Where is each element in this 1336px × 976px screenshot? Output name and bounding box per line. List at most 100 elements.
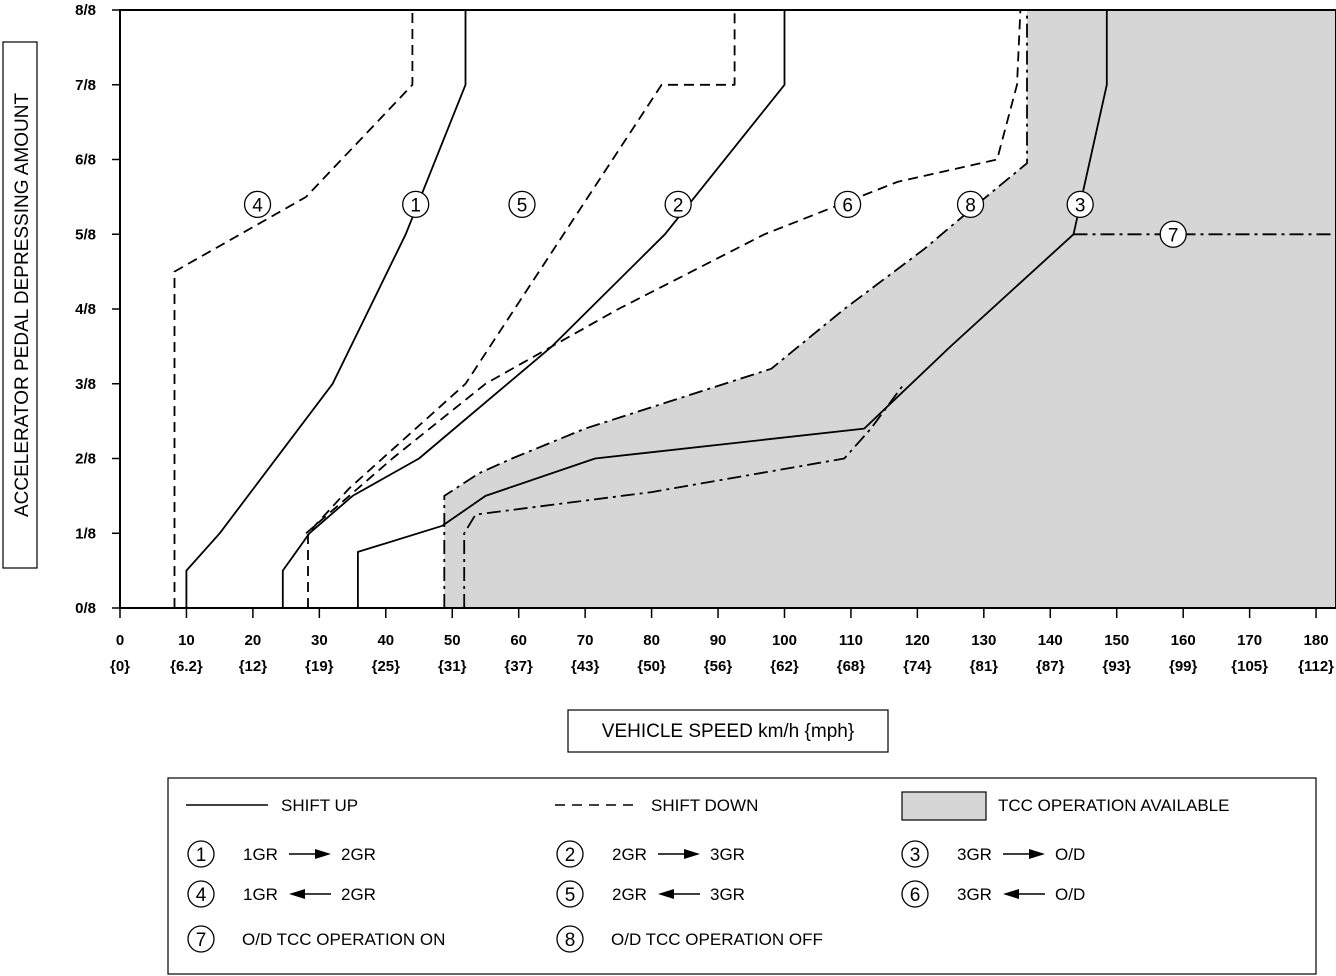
series-marker-circle bbox=[243, 190, 272, 219]
x-tick-sublabel: {56} bbox=[704, 658, 733, 675]
series-marker-circle bbox=[664, 190, 692, 219]
x-tick-label: 170 bbox=[1237, 632, 1262, 649]
series-line-2 bbox=[281, 10, 786, 608]
series-marker-label: 6 bbox=[842, 195, 853, 216]
y-tick-label: 1/8 bbox=[75, 525, 96, 542]
series-line-8 bbox=[443, 10, 1028, 608]
x-tick-label: 150 bbox=[1104, 632, 1129, 649]
x-tick-sublabel: {93} bbox=[1103, 658, 1132, 675]
series-line-1 bbox=[185, 10, 467, 608]
legend-arrowhead-icon bbox=[315, 849, 331, 859]
legend-item-to: O/D bbox=[1055, 885, 1085, 904]
series-marker-label: 4 bbox=[252, 195, 263, 216]
legend-shift-down-label: SHIFT DOWN bbox=[651, 796, 758, 815]
legend-item-to: 3GR bbox=[710, 845, 745, 864]
legend-item-circle bbox=[556, 880, 584, 908]
y-axis-title: ACCELERATOR PEDAL DEPRESSING AMOUNT bbox=[12, 93, 33, 517]
tcc-operation-region bbox=[444, 10, 1336, 608]
x-tick-sublabel: {19} bbox=[305, 658, 334, 675]
series-markers: 1 2 3 4 5 6 7 8 bbox=[243, 190, 1187, 248]
legend-item-circle bbox=[901, 840, 929, 868]
x-tick-sublabel: {31} bbox=[438, 658, 467, 675]
x-tick-sublabel: {68} bbox=[837, 658, 866, 675]
series-marker-circle bbox=[508, 190, 536, 219]
x-tick-sublabel: {6.2} bbox=[170, 658, 203, 675]
legend-item-to: 2GR bbox=[341, 845, 376, 864]
y-axis-title-box: ACCELERATOR PEDAL DEPRESSING AMOUNT bbox=[2, 41, 38, 569]
series-line-6 bbox=[305, 9, 1022, 534]
legend-item-number: 6 bbox=[910, 885, 921, 906]
legend-item-from: 2GR bbox=[612, 845, 647, 864]
series-marker-label: 8 bbox=[965, 195, 976, 216]
legend-item-number: 2 bbox=[565, 845, 576, 866]
legend-item-number: 7 bbox=[196, 930, 207, 951]
legend-item-number: 5 bbox=[565, 885, 576, 906]
legend-item-from: 1GR bbox=[243, 845, 278, 864]
legend-tcc-swatch bbox=[901, 791, 987, 821]
series-marker-label: 3 bbox=[1075, 195, 1086, 216]
series-marker-circle bbox=[1066, 190, 1094, 219]
legend-tcc-label: TCC OPERATION AVAILABLE bbox=[998, 796, 1229, 815]
legend-item-from: 3GR bbox=[957, 885, 992, 904]
legend-item-text: O/D TCC OPERATION OFF bbox=[611, 930, 823, 949]
y-tick-label: 4/8 bbox=[75, 301, 96, 318]
x-axis-title-box: VEHICLE SPEED km/h {mph} bbox=[567, 709, 889, 753]
series-marker-circle bbox=[1159, 220, 1187, 248]
legend-item-circle bbox=[187, 840, 215, 868]
x-tick-sublabel: {112} bbox=[1298, 658, 1334, 675]
legend-item-to: 2GR bbox=[341, 885, 376, 904]
legend-arrowhead-icon bbox=[684, 849, 700, 859]
x-tick-sublabel: {81} bbox=[970, 658, 999, 675]
legend-item-number: 8 bbox=[565, 930, 576, 951]
series-marker-circle bbox=[833, 190, 862, 219]
legend-arrowhead-icon bbox=[1003, 889, 1019, 899]
x-tick-label: 40 bbox=[377, 632, 394, 649]
x-tick-sublabel: {105} bbox=[1231, 658, 1268, 675]
series-line-4 bbox=[173, 10, 414, 608]
x-tick-sublabel: {99} bbox=[1169, 658, 1198, 675]
x-tick-label: 80 bbox=[643, 632, 660, 649]
x-tick-label: 100 bbox=[772, 632, 797, 649]
y-tick-label: 6/8 bbox=[75, 152, 96, 169]
x-tick-label: 0 bbox=[116, 632, 124, 649]
legend-item-number: 4 bbox=[196, 885, 207, 906]
x-tick-sublabel: {50} bbox=[637, 658, 666, 675]
legend-item-from: 2GR bbox=[612, 885, 647, 904]
legend-arrowhead-icon bbox=[1029, 849, 1045, 859]
x-tick-sublabel: {37} bbox=[505, 658, 534, 675]
legend-shift-up-label: SHIFT UP bbox=[281, 796, 358, 815]
legend-box bbox=[167, 777, 1317, 975]
x-axis-title: VEHICLE SPEED km/h {mph} bbox=[602, 721, 854, 742]
series-marker-label: 5 bbox=[517, 195, 528, 216]
series-line-3 bbox=[356, 10, 1108, 608]
x-tick-label: 50 bbox=[444, 632, 461, 649]
series-marker-label: 1 bbox=[410, 195, 421, 216]
series-marker-circle bbox=[402, 190, 430, 219]
x-tick-label: 90 bbox=[710, 632, 727, 649]
x-tick-sublabel: {25} bbox=[372, 658, 401, 675]
legend-arrowhead-icon bbox=[658, 889, 674, 899]
legend: SHIFT UP SHIFT DOWN TCC OPERATION AVAILA… bbox=[167, 777, 1317, 975]
series-lines bbox=[173, 9, 1336, 608]
x-tick-label: 160 bbox=[1171, 632, 1196, 649]
legend-item-to: O/D bbox=[1055, 845, 1085, 864]
legend-item-circle bbox=[556, 925, 584, 953]
x-axis-ticks: 0 {0} 10 {6.2} 20 {12} 30 {19} 40 {25} 50 {31} 60 {37… bbox=[110, 608, 1334, 675]
series-marker-circle bbox=[956, 190, 985, 219]
y-tick-label: 2/8 bbox=[75, 451, 96, 468]
legend-item-circle bbox=[901, 880, 929, 908]
y-tick-label: 8/8 bbox=[75, 2, 96, 19]
x-tick-sublabel: {87} bbox=[1036, 658, 1065, 675]
x-tick-label: 110 bbox=[839, 632, 863, 649]
x-tick-label: 120 bbox=[905, 632, 930, 649]
legend-item-circle bbox=[187, 925, 215, 953]
x-tick-sublabel: {74} bbox=[903, 658, 932, 675]
legend-arrowhead-icon bbox=[289, 889, 305, 899]
y-tick-label: 7/8 bbox=[75, 77, 96, 94]
legend-items: 1 1GR 2GR 2 2GR 3GR 3 3GR O/D 4 1GR 2GR 5 2GR 3GR 6 3GR O… bbox=[187, 840, 1085, 953]
x-tick-sublabel: {12} bbox=[239, 658, 268, 675]
legend-item-from: 3GR bbox=[957, 845, 992, 864]
x-tick-label: 130 bbox=[971, 632, 996, 649]
y-tick-label: 5/8 bbox=[75, 226, 96, 243]
